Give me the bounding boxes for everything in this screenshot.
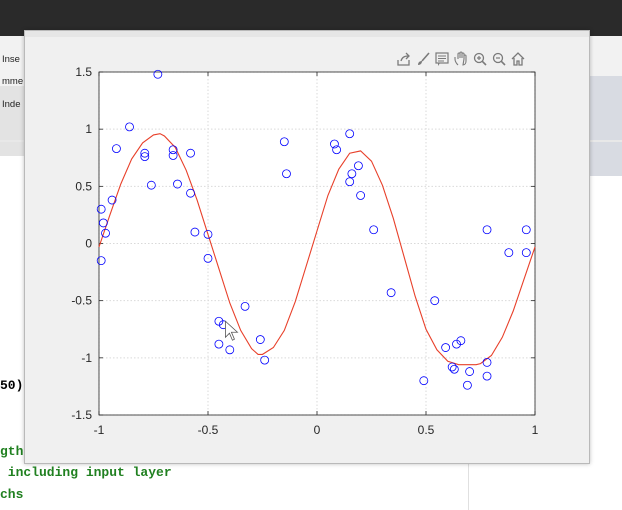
y-tick-label: 1 (85, 122, 92, 136)
code-line-4: chs (0, 487, 24, 502)
data-point (214, 339, 224, 349)
data-point (168, 145, 178, 155)
ribbon-partial-right (590, 76, 622, 176)
code-line-3: including input layer (0, 465, 172, 480)
mouse-cursor (225, 320, 239, 341)
data-point (96, 204, 106, 214)
data-point (101, 228, 110, 238)
data-point (332, 145, 342, 155)
data-point (203, 229, 213, 239)
data-point (345, 177, 355, 187)
code-line-1: 50) (0, 378, 24, 393)
figure-window[interactable]: -1 -0.5 0 0.5 1 -1.5 -1 -0.5 0 0.5 1 1.5 (24, 30, 590, 464)
home-icon[interactable] (509, 49, 527, 69)
data-point (186, 188, 195, 198)
brush-icon[interactable] (414, 49, 432, 69)
code-line-2: gth (0, 444, 24, 459)
data-point (146, 180, 156, 190)
data-point (356, 191, 366, 200)
data-point (279, 137, 289, 147)
data-point (190, 227, 200, 237)
ribbon-label-insert[interactable]: Inse (2, 54, 20, 65)
data-point (140, 152, 150, 162)
data-point (456, 336, 466, 346)
data-point (125, 122, 134, 132)
y-tick-label: -1 (81, 351, 92, 365)
data-point (107, 195, 117, 205)
zoom-in-icon[interactable] (471, 49, 489, 69)
data-point (186, 148, 195, 158)
data-point (347, 169, 357, 179)
data-point (168, 151, 178, 160)
y-tick-label: 1.5 (75, 65, 92, 79)
data-point (419, 376, 429, 386)
data-point (441, 343, 451, 352)
ribbon-label-comment[interactable]: mme (2, 76, 24, 87)
data-point (354, 161, 363, 171)
y-tick-label: -0.5 (71, 294, 92, 308)
data-point (98, 218, 108, 228)
x-tick-label: 0.5 (418, 423, 435, 437)
x-tick-label: 1 (532, 423, 539, 437)
figure-titlebar[interactable] (25, 31, 589, 37)
y-tick-label: 0.5 (75, 179, 92, 193)
data-point (386, 288, 396, 298)
data-point (449, 364, 459, 374)
data-point (330, 139, 339, 149)
editor-divider (468, 462, 469, 510)
data-point (240, 301, 250, 311)
axes-toolbar (395, 49, 527, 71)
ribbon-partial (0, 86, 24, 156)
data-point (173, 179, 182, 189)
data-point (153, 69, 163, 79)
export-icon[interactable] (395, 49, 413, 69)
x-tick-label: 0 (314, 423, 321, 437)
data-point (345, 129, 355, 139)
data-point (203, 253, 213, 263)
data-point (255, 335, 265, 344)
data-point (260, 355, 270, 365)
data-point (447, 362, 457, 372)
data-point (521, 225, 531, 235)
data-point (112, 144, 121, 154)
data-point (521, 248, 531, 258)
data-point (482, 225, 492, 235)
ribbon-label-indent[interactable]: Inde (2, 99, 21, 110)
data-point (282, 169, 291, 179)
data-point (482, 358, 492, 367)
data-point (465, 367, 475, 376)
data-point (482, 371, 492, 381)
x-tick-label: -1 (94, 423, 105, 437)
data-point (430, 296, 440, 306)
data-tips-icon[interactable] (433, 49, 451, 69)
data-point (225, 345, 235, 355)
x-tick-label: -0.5 (198, 423, 219, 437)
zoom-out-icon[interactable] (490, 49, 508, 69)
y-tick-label: 0 (85, 237, 92, 251)
data-point (96, 256, 106, 266)
axes[interactable]: -1 -0.5 0 0.5 1-1.5-1-0.500.511.5 (25, 31, 589, 463)
pan-icon[interactable] (452, 49, 470, 69)
y-tick-label: -1.5 (71, 408, 92, 422)
fit-line (98, 133, 536, 366)
data-point (504, 248, 514, 258)
data-point (140, 148, 150, 158)
data-point (463, 380, 472, 390)
data-point (369, 225, 379, 235)
